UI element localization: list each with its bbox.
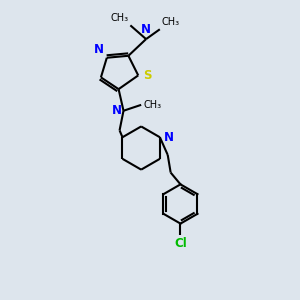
Text: S: S <box>143 69 152 82</box>
Text: Cl: Cl <box>174 237 187 250</box>
Text: CH₃: CH₃ <box>162 17 180 27</box>
Text: CH₃: CH₃ <box>143 100 161 110</box>
Text: CH₃: CH₃ <box>110 14 128 23</box>
Text: N: N <box>94 43 104 56</box>
Text: N: N <box>112 104 122 117</box>
Text: N: N <box>141 23 151 36</box>
Text: N: N <box>164 131 174 144</box>
